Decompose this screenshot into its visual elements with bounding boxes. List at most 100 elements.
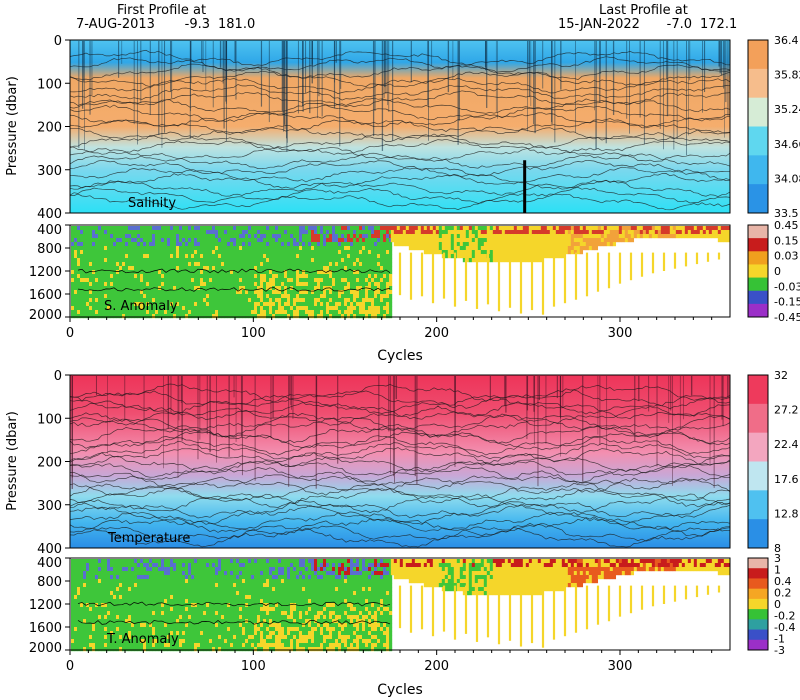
anomaly-cell [525, 238, 530, 243]
anomaly-cell [131, 623, 135, 628]
anomaly-cell [77, 575, 81, 580]
contour-line [69, 97, 731, 114]
anomaly-cell [197, 615, 201, 620]
anomaly-cell [377, 298, 381, 303]
anomaly-cell [275, 234, 279, 239]
anomaly-cell [561, 246, 566, 251]
anomaly-cell [305, 294, 309, 299]
anomaly-cell [254, 623, 258, 628]
anomaly-cell [89, 254, 93, 259]
anomaly-cell [206, 250, 210, 255]
anomaly-cell [390, 238, 395, 243]
anomaly-cell [119, 270, 123, 275]
anomaly-cell [483, 246, 488, 251]
anomaly-cell [341, 234, 345, 239]
anomaly-cell [140, 246, 144, 251]
contour-line [69, 395, 731, 415]
anomaly-cell [218, 310, 222, 315]
anomaly-cell [242, 302, 246, 307]
anomaly-cell [528, 226, 533, 231]
anomaly-cell [323, 250, 327, 255]
anomaly-cell [368, 290, 372, 295]
anomaly-cell [182, 623, 186, 628]
anomaly-cell [230, 242, 234, 247]
anomaly-cell [290, 274, 294, 279]
anomaly-cell [179, 254, 183, 259]
anomaly-cell [230, 314, 234, 319]
anomaly-cell [77, 230, 81, 235]
anomaly-cell [98, 258, 102, 263]
anomaly-cell [287, 294, 291, 299]
colorbar-swatch [748, 238, 768, 252]
anomaly-cell [281, 290, 285, 295]
anomaly-cell [290, 258, 294, 263]
anomaly-cell [74, 238, 78, 243]
anomaly-cell [125, 623, 129, 628]
anomaly-cell [374, 254, 378, 259]
anomaly-cell [251, 571, 255, 576]
anomaly-cell [284, 274, 288, 279]
anomaly-cell [110, 575, 114, 580]
anomaly-cell [200, 579, 204, 584]
anomaly-cell [167, 599, 171, 604]
anomaly-cell [390, 226, 395, 231]
anomaly-cell [320, 254, 324, 259]
anomaly-cell [302, 258, 306, 263]
anomaly-cell [224, 238, 228, 243]
anomaly-cell [702, 226, 707, 231]
anomaly-cell [119, 623, 123, 628]
contour-line [69, 470, 731, 490]
anomaly-cell [248, 242, 252, 247]
anomaly-cell [609, 226, 614, 231]
anomaly-cell [302, 242, 306, 247]
anomaly-cell [281, 302, 285, 307]
anomaly-cell [296, 274, 300, 279]
anomaly-cell [254, 314, 258, 319]
anomaly-cell [350, 242, 354, 247]
anomaly-cell [131, 603, 135, 608]
anomaly-cell [158, 611, 162, 616]
anomaly-cell [212, 575, 216, 580]
anomaly-cell [203, 290, 207, 295]
anomaly-cell [374, 226, 378, 231]
anomaly-cell [80, 266, 84, 271]
anomaly-cell [146, 226, 150, 231]
anomaly-cell [236, 627, 240, 632]
anomaly-cell [242, 591, 246, 596]
anomaly-cell [215, 607, 219, 612]
anomaly-cell [113, 230, 117, 235]
anomaly-cell [444, 242, 449, 247]
anomaly-cell [260, 294, 264, 299]
contour-line [69, 487, 731, 508]
anomaly-cell [660, 234, 665, 239]
anomaly-cell [299, 246, 303, 251]
anomaly-cell [335, 254, 339, 259]
anomaly-cell [516, 258, 521, 263]
anomaly-cell [374, 310, 378, 315]
anomaly-cell [239, 246, 243, 251]
anomaly-cell [203, 575, 207, 580]
anomaly-cell [389, 226, 393, 231]
anomaly-cell [206, 234, 210, 239]
anomaly-cell [179, 314, 183, 319]
anomaly-cell [212, 314, 216, 319]
anomaly-cell [110, 262, 114, 267]
anomaly-cell [308, 306, 312, 311]
anomaly-cell [182, 579, 186, 584]
anomaly-cell [179, 595, 183, 600]
anomaly-cell [206, 567, 210, 572]
anomaly-cell [236, 258, 240, 263]
anomaly-cell [386, 302, 390, 307]
anomaly-cell [86, 567, 90, 572]
anomaly-cell [98, 571, 102, 576]
anomaly-cell [296, 262, 300, 267]
anomaly-cell [335, 310, 339, 315]
anomaly-cell [374, 286, 378, 291]
anomaly-cell [323, 270, 327, 275]
anomaly-cell [540, 230, 545, 235]
anomaly-cell [462, 242, 467, 247]
anomaly-cell [221, 314, 225, 319]
anomaly-cell [329, 282, 333, 287]
anomaly-cell [248, 238, 252, 243]
anomaly-cell [194, 595, 198, 600]
